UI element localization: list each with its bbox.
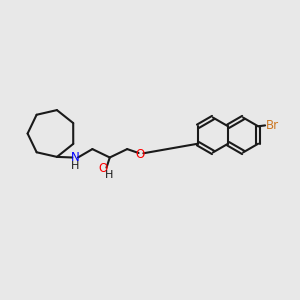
Text: Br: Br [266,119,279,132]
Text: O: O [136,148,145,161]
Text: H: H [104,170,113,181]
Text: H: H [71,161,79,172]
Text: N: N [70,151,79,164]
Text: O: O [98,162,107,176]
